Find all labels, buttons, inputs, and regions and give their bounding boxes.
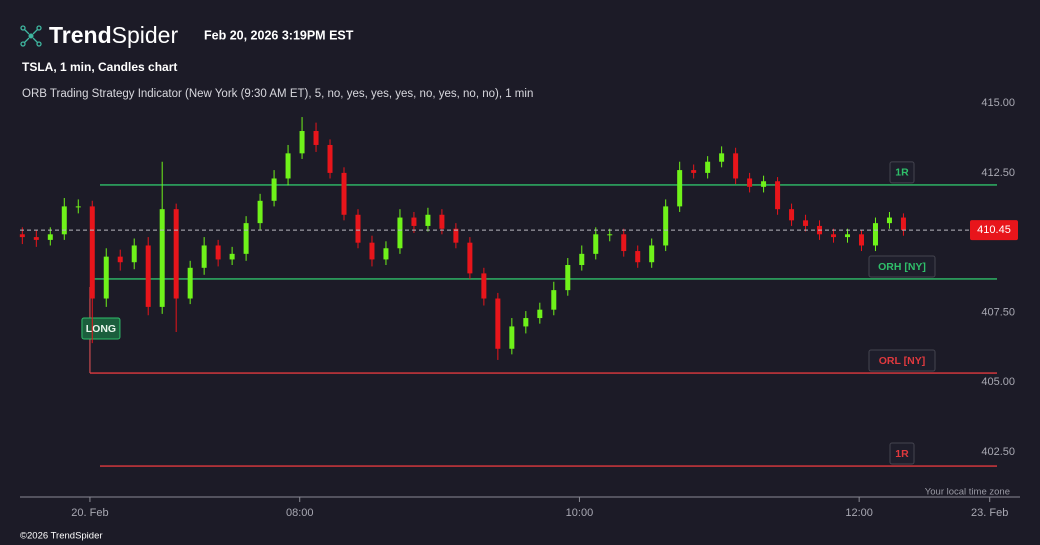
x-tick-label: 23. Feb — [971, 507, 1008, 519]
candle-body — [747, 178, 753, 187]
candle-body — [355, 214, 361, 243]
logo — [20, 25, 42, 47]
candle-body — [285, 153, 291, 179]
x-tick-label: 12:00 — [845, 507, 873, 519]
candle-body — [243, 223, 249, 254]
level-label-box — [868, 255, 936, 278]
signal-label: LONG — [86, 323, 116, 335]
candle-body — [33, 237, 39, 240]
candle-body — [831, 234, 837, 238]
candle-body — [593, 234, 599, 254]
level-label: ORH [NY] — [878, 261, 926, 273]
candle-body — [579, 253, 585, 266]
candle-body — [803, 220, 809, 226]
candle-body — [523, 318, 529, 327]
candle-body — [858, 234, 864, 246]
candle-body — [467, 242, 473, 274]
candle-body — [663, 206, 669, 246]
candle-body — [425, 214, 431, 226]
candle-body — [117, 256, 123, 263]
x-tick-label: 10:00 — [566, 507, 594, 519]
y-tick-label: 405.00 — [981, 376, 1015, 388]
candle-body — [19, 234, 25, 238]
candle-body — [145, 245, 151, 307]
candle-body — [565, 265, 571, 291]
last-price-box — [970, 220, 1018, 241]
time-zone-note: Your local time zone — [925, 487, 1010, 498]
candle-body — [845, 234, 851, 238]
signal-box — [81, 317, 121, 340]
level-label: 1R — [895, 167, 909, 179]
candle-body — [635, 251, 641, 263]
candle-body — [341, 172, 347, 215]
x-tick-label: 20. Feb — [71, 507, 108, 519]
y-tick-label: 415.00 — [981, 97, 1015, 109]
candle-body — [453, 228, 459, 243]
candle-body — [607, 234, 613, 236]
candle-body — [705, 161, 711, 173]
candle-body — [61, 206, 67, 235]
candle-body — [47, 234, 53, 240]
candle-body — [369, 242, 375, 260]
level-label-box — [889, 442, 915, 465]
candle-body — [481, 273, 487, 299]
candle-body — [215, 245, 221, 260]
candle-body — [537, 309, 543, 319]
candle-body — [677, 170, 683, 207]
candle-body — [691, 170, 697, 173]
candle-body — [411, 217, 417, 226]
candle-body — [733, 153, 739, 179]
brand-bold: Trend — [49, 22, 112, 48]
y-tick-label: 402.50 — [981, 446, 1015, 458]
candle-body — [271, 178, 277, 201]
candle-body — [900, 217, 906, 231]
candle-body — [89, 206, 95, 299]
candle-body — [313, 131, 319, 145]
candle-body — [621, 234, 627, 252]
candle-body — [187, 267, 193, 299]
level-label-box — [889, 161, 915, 184]
candle-body — [229, 253, 235, 260]
candle-body — [327, 144, 333, 173]
candle-body — [201, 245, 207, 268]
candle-body — [173, 209, 179, 299]
y-tick-label: 412.50 — [981, 167, 1015, 179]
candle-body — [159, 209, 165, 307]
timestamp: Feb 20, 2026 3:19PM EST — [204, 28, 354, 42]
candle-body — [761, 181, 767, 187]
candle-body — [509, 326, 515, 349]
y-tick-label: 407.50 — [981, 306, 1015, 318]
chart-title: TSLA, 1 min, Candles chart — [22, 60, 177, 74]
candle-body — [886, 217, 892, 224]
candle-body — [439, 214, 445, 229]
brand: TrendSpider — [49, 22, 178, 48]
level-label: ORL [NY] — [879, 355, 925, 367]
indicator-title: ORB Trading Strategy Indicator (New York… — [22, 88, 533, 100]
candle-body — [299, 131, 305, 154]
candle-body — [649, 245, 655, 263]
candle-body — [75, 206, 81, 208]
level-label: 1R — [895, 448, 909, 460]
candle-body — [103, 256, 109, 299]
candle-body — [495, 298, 501, 349]
level-label-box — [868, 349, 936, 372]
last-price-label: 410.45 — [977, 224, 1011, 236]
copyright: ©2026 TrendSpider — [20, 531, 103, 542]
brand-light: Spider — [112, 22, 179, 48]
candle-body — [397, 217, 403, 249]
candle-body — [551, 290, 557, 310]
candle-body — [872, 223, 878, 246]
candle-body — [789, 209, 795, 221]
candle-body — [257, 200, 263, 224]
candle-body — [383, 248, 389, 260]
candle-body — [719, 153, 725, 162]
x-tick-label: 08:00 — [286, 507, 314, 519]
candle-body — [131, 245, 137, 263]
candle-body — [775, 181, 781, 210]
